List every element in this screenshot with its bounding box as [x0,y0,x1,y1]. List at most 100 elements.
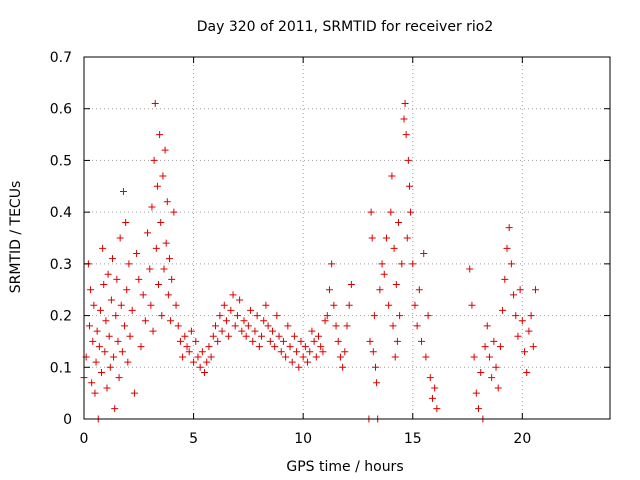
data-point-marker [156,131,164,139]
data-point-marker [376,286,384,294]
x-tick-label: 5 [189,431,198,447]
data-point-marker [503,244,511,252]
data-point-marker [284,322,292,330]
y-tick-label: 0.2 [50,309,72,325]
data-point-marker [325,286,333,294]
y-axis-label: SRMTID / TECUs [8,181,24,294]
y-tick-label: 0.7 [50,50,72,66]
data-point-marker [144,229,152,237]
x-axis-ticks: 0 5 10 15 20 [80,57,531,447]
data-point-marker [299,353,307,361]
data-point-marker [98,368,106,376]
data-point-marker [420,250,428,258]
data-point-marker [395,218,403,226]
data-point-marker [99,244,107,252]
data-point-marker [390,244,398,252]
data-point-marker [157,218,165,226]
data-point-marker [514,332,522,340]
data-point-marker [369,348,377,356]
data-point-marker [168,275,176,283]
data-point-marker [196,363,204,371]
data-point-marker [227,306,235,314]
data-point-marker [165,255,173,263]
data-point-marker [244,322,252,330]
data-point-marker [466,265,474,273]
data-point-marker [255,343,263,351]
data-point-marker [505,224,513,232]
data-point-marker [512,312,520,320]
data-point-marker [260,317,268,325]
data-point-marker [403,234,411,242]
data-point-marker [220,301,228,309]
data-point-marker [529,343,537,351]
data-point-marker [273,312,281,320]
y-tick-label: 0.1 [50,360,72,376]
data-point-marker [176,337,184,345]
data-point-marker [112,312,120,320]
data-point-marker [385,301,393,309]
data-point-marker [251,327,259,335]
data-point-marker [146,265,154,273]
data-point-marker [172,301,180,309]
data-point-marker [404,156,412,164]
data-point-marker [485,353,493,361]
data-point-marker [147,301,155,309]
data-point-marker [162,239,170,247]
data-point-marker [290,332,298,340]
data-point-marker [319,348,327,356]
data-point-marker [214,337,222,345]
data-point-marker [424,312,432,320]
data-point-marker [472,389,480,397]
data-point-marker [310,337,318,345]
data-point-marker [262,301,270,309]
data-point-marker [277,348,285,356]
data-point-marker [203,358,211,366]
data-point-marker [119,187,127,195]
data-point-marker [345,301,353,309]
data-point-marker [225,332,233,340]
data-point-marker [240,317,248,325]
data-point-marker [209,332,217,340]
data-point-marker [113,275,121,283]
data-point-marker [194,353,202,361]
data-point-marker [389,322,397,330]
data-point-marker [422,353,430,361]
data-point-marker [288,358,296,366]
data-point-marker [111,405,119,413]
data-point-marker [161,146,169,154]
data-point-marker [85,322,93,330]
data-point-marker [368,234,376,242]
data-point-marker [101,348,109,356]
data-point-marker [153,182,161,190]
data-point-marker [388,172,396,180]
data-point-marker [231,322,239,330]
data-point-marker [483,322,491,330]
data-point-marker [92,358,100,366]
data-point-marker [481,343,489,351]
y-axis-ticks: 0 0.1 0.2 0.3 0.4 0.5 0.6 0.7 [50,50,610,428]
data-point-marker [105,332,113,340]
data-point-marker [96,306,104,314]
data-point-marker [341,348,349,356]
data-point-marker [411,301,419,309]
data-point-marker [531,286,539,294]
data-point-marker [121,322,129,330]
data-point-marker [258,332,266,340]
data-point-marker [334,337,342,345]
data-point-marker [409,260,417,268]
data-point-marker [523,368,531,376]
data-point-marker [488,374,496,382]
data-point-marker [470,353,478,361]
data-point-marker [87,286,95,294]
data-point-marker [431,384,439,392]
data-point-marker [501,275,509,283]
data-point-marker [192,337,200,345]
data-point-marker [238,327,246,335]
data-point-marker [107,296,115,304]
data-point-marker [183,343,191,351]
data-point-marker [396,312,404,320]
x-tick-label: 20 [513,431,531,447]
y-tick-label: 0.6 [50,102,72,118]
data-point-marker [158,312,166,320]
data-point-marker [400,115,408,123]
